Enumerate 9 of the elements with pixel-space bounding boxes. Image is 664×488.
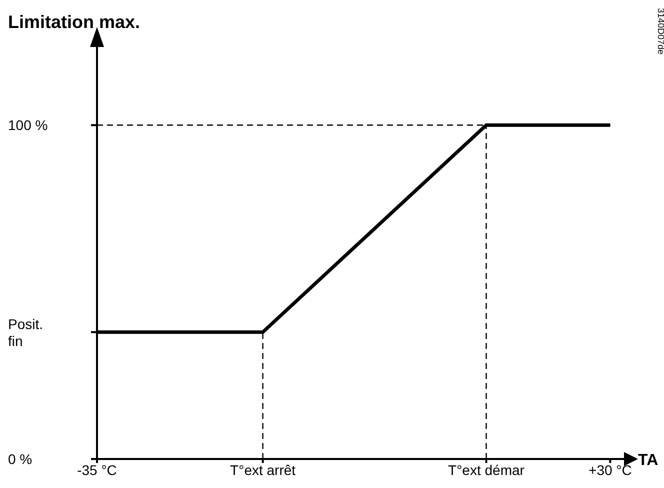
x-tick-label: +30 °C [588, 462, 632, 478]
x-tick-label: T°ext démar [448, 462, 525, 478]
x-tick-label: -35 °C [77, 462, 117, 478]
x-tick-label: T°ext arrêt [230, 462, 296, 478]
y-tick-label: Posit. fin [8, 316, 44, 350]
y-tick-label: 0 % [8, 451, 32, 467]
chart-title: Limitation max. [8, 12, 140, 33]
y-tick-label: 100 % [8, 117, 48, 134]
x-axis-title: TA [638, 452, 659, 469]
